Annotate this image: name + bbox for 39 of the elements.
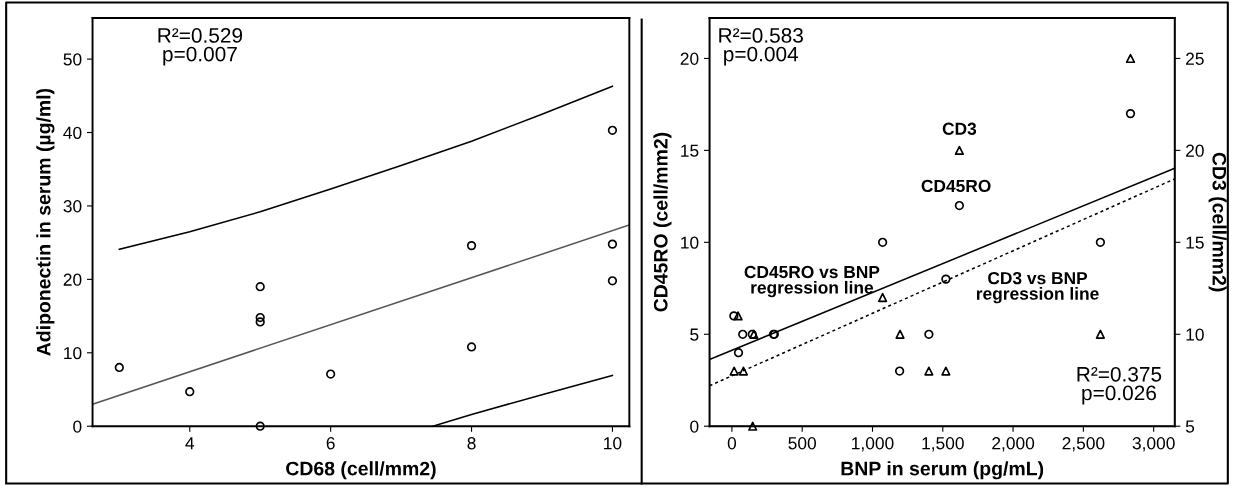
y-axis-title: Adiponectin in serum (µg/ml) — [36, 88, 55, 356]
x-tick-label: 1,000 — [852, 437, 894, 452]
x-tick-label: 8 — [467, 437, 476, 450]
annotation: CD3 — [942, 122, 977, 135]
annotation: R²=0.583 p=0.004 — [719, 28, 803, 66]
annotation: R²=0.375 p=0.026 — [1077, 366, 1162, 405]
y-tick-label: 50 — [63, 53, 82, 66]
y-axis-title: CD45RO (cell/mm2) — [653, 132, 672, 312]
annotation: R²=0.529 p=0.007 — [158, 28, 243, 66]
y2-tick-label: 10 — [1186, 328, 1204, 341]
y-tick-label: 5 — [690, 328, 699, 341]
x-tick-label: 2,000 — [992, 437, 1035, 452]
y-tick-label: 10 — [681, 236, 699, 249]
y-tick-label: 15 — [681, 144, 699, 157]
y-tick-label: 40 — [63, 126, 82, 139]
x-tick-label: 3,000 — [1132, 437, 1175, 452]
y2-tick-label: 20 — [1186, 144, 1204, 157]
y-tick-label: 30 — [63, 200, 82, 213]
y2-tick-label: 25 — [1186, 52, 1204, 65]
y-tick-label: 20 — [63, 273, 82, 286]
x-tick-label: 1,500 — [922, 437, 964, 452]
x-axis-title: CD68 (cell/mm2) — [286, 461, 436, 480]
x-axis-title: BNP in serum (pg/mL) — [841, 461, 1044, 480]
y-tick-label: 10 — [64, 346, 82, 360]
y-tick-label: 20 — [680, 52, 699, 65]
x-tick-label: 6 — [326, 437, 335, 450]
x-tick-label: 2,500 — [1062, 437, 1105, 452]
y-tick-label: 0 — [690, 420, 699, 433]
annotation: CD3 vs BNP regression line — [976, 271, 1099, 304]
annotation: CD45RO — [921, 179, 991, 193]
x-tick-label: 500 — [788, 437, 817, 450]
annotation: CD45RO vs BNP regression line — [744, 265, 880, 298]
y2-tick-label: 15 — [1186, 236, 1204, 249]
y2-axis-title: CD3 (cell/mm2) — [1208, 152, 1227, 292]
x-tick-label: 4 — [185, 437, 195, 450]
y2-tick-label: 5 — [1185, 420, 1195, 433]
y-tick-label: 0 — [73, 420, 82, 433]
x-tick-label: 0 — [727, 437, 737, 450]
x-tick-label: 10 — [604, 437, 622, 450]
